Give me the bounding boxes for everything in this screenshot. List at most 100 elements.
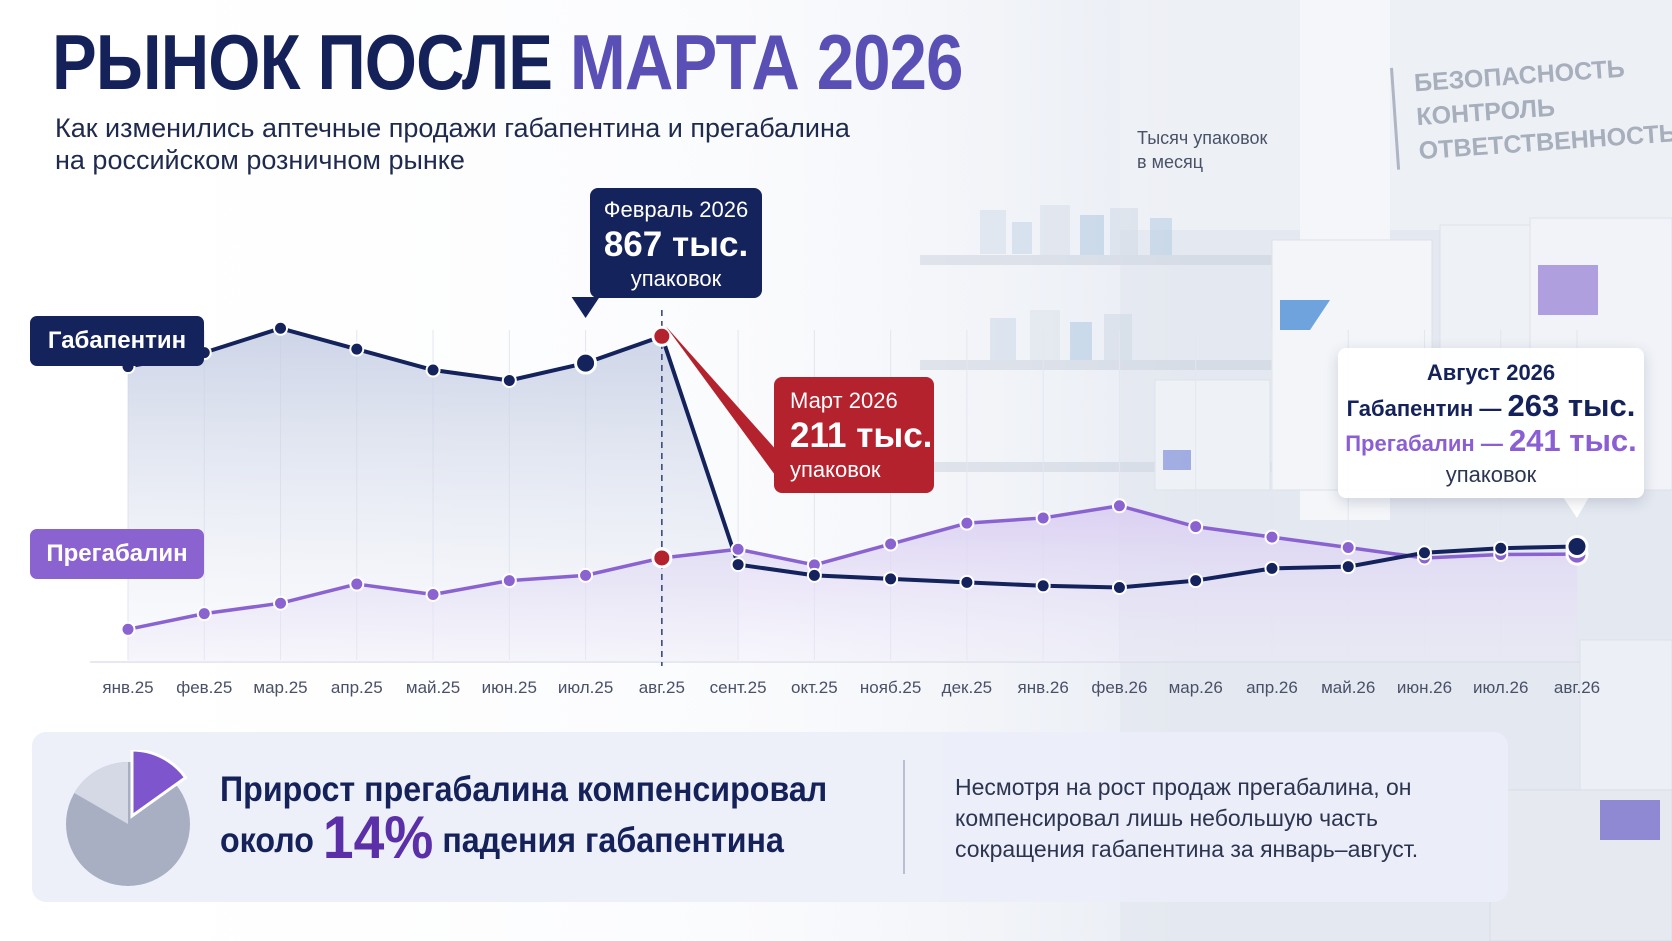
summary-line-2-pre: около bbox=[220, 821, 314, 860]
callout-mar-unit: упаковок bbox=[790, 457, 881, 482]
gabapentin-point-6 bbox=[574, 351, 598, 375]
x-tick-label: янв.26 bbox=[1018, 678, 1069, 697]
title-accent: МАРТА 2026 bbox=[569, 18, 964, 106]
subtitle: Как изменились аптечные продажи габапент… bbox=[55, 112, 955, 176]
x-axis-ticks: янв.25 фев.25 мар.25 апр.25 май.25 июн.25 июл.… bbox=[102, 678, 1600, 697]
page-title: РЫНОК ПОСЛЕ МАРТА 2026 bbox=[52, 18, 964, 106]
callout-aug-gaba-value: 263 тыс. bbox=[1507, 388, 1636, 423]
x-tick-label: авг.26 bbox=[1554, 678, 1600, 697]
title-main: РЫНОК ПОСЛЕ bbox=[52, 18, 553, 106]
gabapentin-point-13 bbox=[1111, 580, 1127, 596]
pregabalin-point-16 bbox=[1340, 540, 1356, 556]
summary-panel bbox=[32, 732, 1508, 902]
callout-february: Февраль 2026 867 тыс. упаковок bbox=[590, 188, 762, 298]
callout-mar-month: Март 2026 bbox=[790, 388, 898, 413]
callout-aug-preg-row: Прегабалин — 241 тыс. bbox=[1338, 425, 1644, 460]
pregabalin-point-11 bbox=[959, 515, 975, 531]
callout-aug-gaba-label: Габапентин — bbox=[1346, 396, 1502, 421]
units-line-2: в месяц bbox=[1137, 152, 1204, 172]
gabapentin-point-5 bbox=[501, 372, 517, 388]
legend-gabapentin: Габапентин bbox=[30, 316, 204, 366]
callout-aug-preg-label: Прегабалин — bbox=[1345, 431, 1503, 456]
x-tick-label: апр.26 bbox=[1246, 678, 1298, 697]
pregabalin-point-6 bbox=[578, 567, 594, 583]
gabapentin-point-14 bbox=[1188, 573, 1204, 589]
gabapentin-point-4 bbox=[425, 362, 441, 378]
summary-line-2: около 14% падения габапентина bbox=[220, 808, 827, 868]
pregabalin-point-7 bbox=[651, 547, 673, 569]
summary-percent: 14% bbox=[322, 804, 434, 871]
pregabalin-point-10 bbox=[883, 536, 899, 552]
gabapentin-line bbox=[127, 326, 1578, 590]
units-line-1: Тысяч упаковок bbox=[1137, 128, 1268, 148]
gabapentin-point-11 bbox=[959, 574, 975, 590]
subtitle-line-2: на российском розничном рынке bbox=[55, 145, 465, 175]
x-tick-label: янв.25 bbox=[102, 678, 153, 697]
summary-divider bbox=[903, 760, 905, 874]
gabapentin-point-3 bbox=[349, 341, 365, 357]
gabapentin-point-7 bbox=[651, 325, 673, 347]
callout-august: Август 2026 Габапентин — 263 тыс. Прегаб… bbox=[1338, 348, 1644, 498]
callout-aug-unit: упаковок bbox=[1445, 462, 1537, 487]
gabapentin-point-8 bbox=[730, 557, 746, 573]
pregabalin-point-1 bbox=[196, 606, 212, 622]
pregabalin-point-3 bbox=[349, 576, 365, 592]
pregabalin-point-12 bbox=[1035, 510, 1051, 526]
callout-feb-unit: упаковок bbox=[630, 266, 722, 291]
x-tick-label: июл.25 bbox=[558, 678, 613, 697]
y-units-label: Тысяч упаковок в месяц bbox=[1137, 126, 1297, 174]
pie-secondary-slice bbox=[74, 762, 128, 824]
series-points bbox=[120, 320, 1589, 637]
callout-feb-month: Февраль 2026 bbox=[603, 197, 749, 222]
x-tick-label: нояб.25 bbox=[860, 678, 921, 697]
x-tick-label: фев.26 bbox=[1091, 678, 1147, 697]
pregabalin-point-15 bbox=[1264, 529, 1280, 545]
callout-mar-value: 211 тыс. bbox=[790, 416, 933, 455]
series-lines bbox=[127, 326, 1578, 632]
gabapentin-point-18 bbox=[1493, 540, 1509, 556]
x-tick-label: май.26 bbox=[1321, 678, 1375, 697]
callout-march: Март 2026 211 тыс. упаковок bbox=[774, 377, 934, 493]
pregabalin-point-14 bbox=[1188, 519, 1204, 535]
x-tick-label: апр.25 bbox=[331, 678, 383, 697]
callout-feb-pointer bbox=[571, 297, 600, 318]
callout-aug-month: Август 2026 bbox=[1426, 360, 1556, 385]
gabapentin-point-16 bbox=[1340, 559, 1356, 575]
gabapentin-point-12 bbox=[1035, 578, 1051, 594]
x-tick-label: июн.26 bbox=[1397, 678, 1452, 697]
x-tick-label: май.25 bbox=[406, 678, 460, 697]
pregabalin-point-5 bbox=[501, 573, 517, 589]
gabapentin-point-19 bbox=[1565, 534, 1589, 558]
x-tick-label: авг.25 bbox=[639, 678, 685, 697]
callout-aug-gaba-row: Габапентин — 263 тыс. bbox=[1338, 390, 1644, 425]
x-tick-label: июн.25 bbox=[482, 678, 537, 697]
pie-highlight-slice bbox=[130, 750, 188, 819]
x-tick-label: июл.26 bbox=[1473, 678, 1528, 697]
gabapentin-point-9 bbox=[806, 567, 822, 583]
gabapentin-point-15 bbox=[1264, 560, 1280, 576]
pregabalin-line bbox=[127, 504, 1578, 632]
callout-aug-preg-value: 241 тыс. bbox=[1508, 423, 1637, 458]
x-tick-label: окт.25 bbox=[791, 678, 838, 697]
summary-line-1: Прирост прегабалина компенсировал bbox=[220, 770, 828, 809]
summary-headline: Прирост прегабалина компенсировал около … bbox=[220, 766, 828, 868]
compensation-pie-icon bbox=[66, 750, 190, 886]
legend-pregabalin: Прегабалин bbox=[30, 529, 204, 579]
x-tick-label: дек.25 bbox=[942, 678, 992, 697]
pregabalin-point-8 bbox=[730, 541, 746, 557]
x-tick-label: мар.26 bbox=[1169, 678, 1223, 697]
x-tick-label: фев.25 bbox=[176, 678, 232, 697]
summary-note: Несмотря на рост продаж прегабалина, он … bbox=[955, 774, 1419, 862]
callout-aug-pointer bbox=[1563, 497, 1589, 518]
summary-line-2-post: падения габапентина bbox=[442, 821, 784, 860]
x-tick-label: сент.25 bbox=[710, 678, 767, 697]
pregabalin-point-4 bbox=[425, 587, 441, 602]
subtitle-line-1: Как изменились аптечные продажи габапент… bbox=[55, 113, 850, 143]
gabapentin-point-10 bbox=[883, 571, 899, 587]
pregabalin-point-13 bbox=[1111, 498, 1127, 514]
gabapentin-point-17 bbox=[1416, 545, 1432, 561]
x-tick-label: мар.25 bbox=[253, 678, 307, 697]
pregabalin-point-2 bbox=[273, 595, 289, 611]
callout-feb-value: 867 тыс. bbox=[603, 225, 749, 264]
pregabalin-point-0 bbox=[120, 621, 136, 637]
